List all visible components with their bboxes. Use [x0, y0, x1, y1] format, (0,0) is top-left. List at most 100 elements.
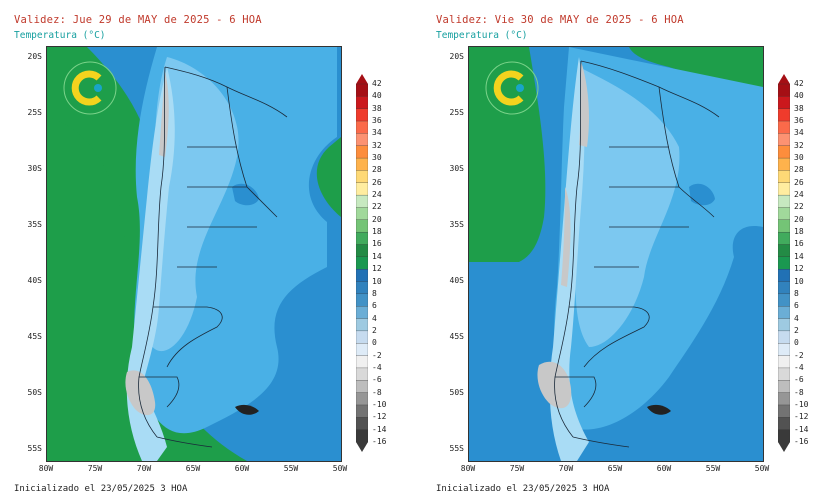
colorbar-tick-label: -12	[372, 412, 387, 422]
colorbar-band	[777, 219, 791, 233]
colorbar-tick-label: 14	[794, 251, 804, 261]
colorbar-band	[355, 207, 369, 221]
colorbar-tick-label: 28	[372, 165, 382, 175]
colorbar-tick-label: 30	[794, 153, 804, 163]
lat-label: 40S	[449, 276, 464, 285]
colorbar-band	[355, 281, 369, 295]
lon-label: 55W	[705, 464, 721, 473]
colorbar-band	[777, 120, 791, 134]
lat-label: 25S	[27, 108, 42, 117]
lon-label: 70W	[136, 464, 152, 473]
lon-label: 55W	[283, 464, 299, 473]
colorbar-tick-label: -10	[372, 399, 387, 409]
colorbar-tick-label: -8	[794, 387, 804, 397]
colorbar-band	[777, 269, 791, 282]
colorbar-band	[777, 133, 791, 147]
colorbar-tick-label: 16	[794, 239, 804, 249]
colorbar	[355, 74, 369, 452]
colorbar-band	[777, 367, 791, 381]
colorbar-band	[777, 145, 791, 159]
colorbar-tick-label: 0	[794, 338, 799, 348]
colorbar-tick-label: 16	[372, 239, 382, 249]
colorbar-band	[777, 417, 791, 431]
colorbar-tick-label: 34	[372, 128, 382, 138]
colorbar-tick-label: 36	[794, 116, 804, 126]
colorbar-band	[777, 157, 791, 171]
colorbar-tick-label: 28	[794, 165, 804, 175]
colorbar-band	[355, 219, 369, 233]
colorbar-tick-label: 36	[372, 116, 382, 126]
colorbar-band	[355, 367, 369, 381]
colorbar-labels: 42 40 38 36 34 32 30 28 26 24 22 20 18 16 14 12 10 8 6 4 2 0-…	[372, 74, 402, 452]
colorbar-tick-label: -8	[372, 387, 382, 397]
colorbar-tick-label: 2	[372, 325, 377, 335]
lat-label: 25S	[449, 108, 464, 117]
map-panel-right: Validez: Vie 30 de MAY de 2025 - 6 HOA T…	[430, 0, 826, 501]
colorbar-tick-label: 38	[372, 103, 382, 113]
colorbar-tick-label: -6	[794, 375, 804, 385]
colorbar-band	[355, 269, 369, 282]
colorbar-band	[355, 231, 369, 245]
init-footer: Inicializado el 23/05/2025 3 HOA	[436, 484, 610, 494]
smn-logo-icon	[61, 59, 119, 117]
colorbar-tick-label: 2	[794, 325, 799, 335]
panel-subtitle: Temperatura (°C)	[14, 30, 106, 41]
lon-label: 80W	[460, 464, 476, 473]
colorbar	[777, 74, 791, 452]
colorbar-band	[355, 83, 369, 97]
colorbar-tick-label: 22	[794, 202, 804, 212]
colorbar-tick-label: 40	[372, 91, 382, 101]
colorbar-band	[355, 157, 369, 171]
colorbar-band	[355, 96, 369, 110]
colorbar-tick-label: 18	[372, 227, 382, 237]
colorbar-band	[777, 170, 791, 184]
colorbar-tick-label: 26	[372, 177, 382, 187]
lon-label: 50W	[332, 464, 348, 473]
colorbar-tick-label: 24	[372, 190, 382, 200]
colorbar-band	[777, 244, 791, 258]
colorbar-band	[355, 392, 369, 406]
colorbar-band	[355, 330, 369, 344]
colorbar-tick-label: 24	[794, 190, 804, 200]
colorbar-tick-label: -12	[794, 412, 809, 422]
panel-subtitle: Temperatura (°C)	[436, 30, 528, 41]
colorbar-band	[777, 207, 791, 221]
colorbar-band	[777, 429, 791, 443]
panel-title: Validez: Vie 30 de MAY de 2025 - 6 HOA	[436, 14, 684, 26]
colorbar-tick-label: 38	[794, 103, 804, 113]
colorbar-band	[355, 194, 369, 208]
colorbar-tick-label: 4	[794, 313, 799, 323]
colorbar-tick-label: -10	[794, 399, 809, 409]
colorbar-tick-label: 8	[794, 288, 799, 298]
colorbar-tick-label: 6	[794, 301, 799, 311]
colorbar-tick-label: 4	[372, 313, 377, 323]
colorbar-band	[777, 108, 791, 122]
lon-label: 75W	[509, 464, 525, 473]
colorbar-band	[355, 145, 369, 159]
colorbar-band	[355, 133, 369, 147]
colorbar-tick-label: 42	[372, 79, 382, 88]
colorbar-tick-label: -14	[372, 424, 387, 434]
lon-label: 75W	[87, 464, 103, 473]
lon-label: 50W	[754, 464, 770, 473]
colorbar-tick-label: -16	[372, 437, 387, 446]
colorbar-tick-label: 42	[794, 79, 804, 88]
colorbar-tick-label: 22	[372, 202, 382, 212]
colorbar-band	[355, 244, 369, 258]
temperature-map	[468, 46, 764, 462]
colorbar-tick-label: 26	[794, 177, 804, 187]
colorbar-band	[355, 404, 369, 418]
colorbar-band	[777, 330, 791, 344]
lon-label: 60W	[656, 464, 672, 473]
colorbar-band	[355, 355, 369, 369]
colorbar-band	[355, 120, 369, 134]
colorbar-tick-label: 0	[372, 338, 377, 348]
lon-label: 65W	[607, 464, 623, 473]
colorbar-band	[777, 355, 791, 369]
colorbar-tick-label: 20	[372, 214, 382, 224]
colorbar-bottom-arrow	[778, 442, 790, 452]
colorbar-tick-label: 8	[372, 288, 377, 298]
colorbar-tick-label: 30	[372, 153, 382, 163]
lon-label: 80W	[38, 464, 54, 473]
colorbar-band	[777, 380, 791, 394]
